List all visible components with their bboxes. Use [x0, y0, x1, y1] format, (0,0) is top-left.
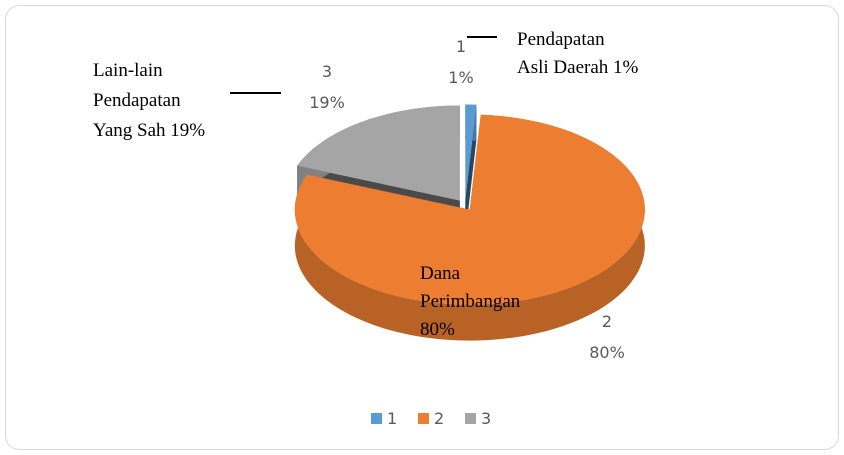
slice — [465, 104, 477, 200]
data-label-value: 19% — [309, 93, 345, 112]
annotation: Pendapatan — [93, 90, 181, 111]
legend-label: 2 — [434, 409, 444, 428]
slice-tops — [294, 104, 645, 305]
legend-label: 3 — [481, 409, 491, 428]
annotation: Dana — [420, 263, 461, 284]
annotation: Yang Sah 19% — [93, 120, 205, 141]
annotation: Perimbangan — [420, 291, 521, 312]
data-label-value: 1% — [448, 68, 473, 87]
data-label-category: 3 — [322, 62, 332, 81]
data-label-value: 80% — [589, 343, 625, 362]
legend-swatch — [465, 413, 476, 424]
slice — [294, 114, 645, 305]
slice — [297, 105, 460, 201]
labels: 1 1% 2 80% 3 19% Pendapatan Asli Daerah 1% Dana P… — [93, 29, 639, 428]
data-label-category: 2 — [602, 312, 612, 331]
data-label-category: 1 — [456, 37, 466, 56]
legend-swatch — [418, 413, 429, 424]
annotation: Pendapatan — [517, 29, 605, 50]
annotation: 80% — [420, 319, 455, 340]
legend-swatch — [371, 413, 382, 424]
legend-label: 1 — [387, 409, 397, 428]
annotation: Asli Daerah 1% — [517, 57, 639, 78]
annotation: Lain-lain — [93, 60, 163, 81]
